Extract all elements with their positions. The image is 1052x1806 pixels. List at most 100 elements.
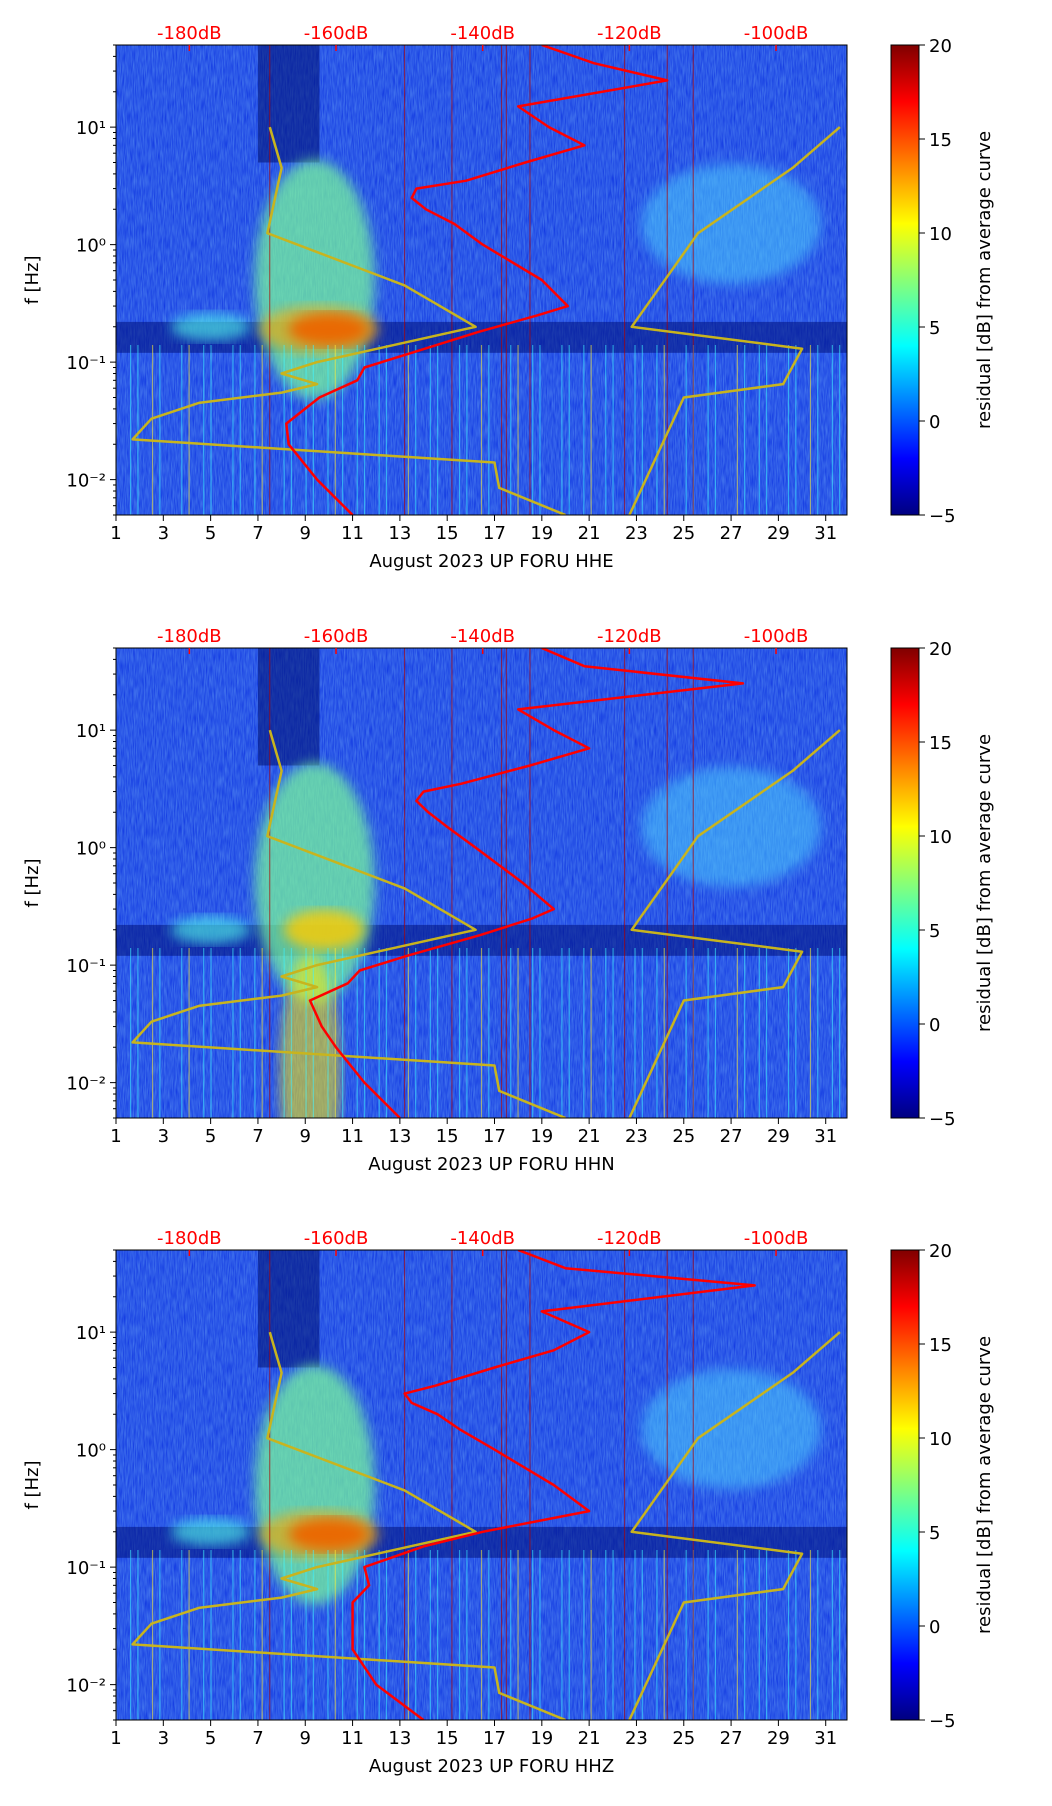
x-tick-label: 5 xyxy=(205,1728,216,1749)
top-axis-db-label: -140dB xyxy=(450,1228,515,1249)
x-tick-label: 29 xyxy=(767,523,790,544)
colorbar: 20 15 10 5 0 −5 residual [dB] from average cur… xyxy=(890,36,995,527)
x-tick-label: 17 xyxy=(483,523,506,544)
x-tick-label: 21 xyxy=(578,1728,601,1749)
top-axis-db-label: -160dB xyxy=(304,23,369,44)
x-tick-label: 27 xyxy=(720,1728,743,1749)
colorbar-tick-label: 15 xyxy=(929,733,952,754)
colorbar-label: residual [dB] from average curve xyxy=(974,734,995,1032)
colorbar-tick-label: 0 xyxy=(929,1015,940,1036)
top-axis-db-label: -140dB xyxy=(450,23,515,44)
psd-curve-line xyxy=(285,45,669,515)
top-axis-db-label: -100dB xyxy=(744,23,809,44)
colorbar-tick-label: 10 xyxy=(929,224,952,245)
x-tick-label: 13 xyxy=(388,523,411,544)
x-tick-label: 9 xyxy=(300,523,311,544)
colorbar-tick-label: 5 xyxy=(929,1523,940,1544)
colorbar-tick-label: −5 xyxy=(929,506,956,527)
x-tick-label: 23 xyxy=(625,523,648,544)
x-tick-label: 7 xyxy=(252,523,263,544)
heatmap-dark-band xyxy=(257,45,320,163)
high-noise-model-line xyxy=(628,126,841,515)
colorbar-label: residual [dB] from average curve xyxy=(974,1336,995,1634)
y-axis-label: f [Hz] xyxy=(22,255,43,304)
x-tick-label: 5 xyxy=(205,523,216,544)
x-axis-label: August 2023 UP FORU HHN xyxy=(368,1154,614,1175)
y-axis-label: f [Hz] xyxy=(22,1460,43,1509)
x-tick-label: 19 xyxy=(530,523,553,544)
top-axis-db-label: -120dB xyxy=(597,626,662,647)
colorbar-tick-label: 20 xyxy=(929,1241,952,1262)
psd-curve-line xyxy=(308,648,745,1118)
top-axis-db-label: -120dB xyxy=(597,1228,662,1249)
x-tick-label: 15 xyxy=(436,523,459,544)
x-tick-label: 19 xyxy=(530,1126,553,1147)
x-tick-label: 21 xyxy=(578,523,601,544)
psd-curve-line xyxy=(351,1250,756,1720)
high-noise-model-line xyxy=(628,729,841,1118)
y-tick-label: 10⁰ xyxy=(76,1441,106,1462)
y-tick-label: 10¹ xyxy=(76,721,106,742)
colorbar-tick-label: 0 xyxy=(929,1617,940,1638)
heatmap-hotspot xyxy=(641,163,822,284)
heatmap-hotspot xyxy=(170,1517,251,1546)
x-tick-label: 5 xyxy=(205,1126,216,1147)
colorbar-tick-label: 0 xyxy=(929,412,940,433)
y-tick-label: 10⁰ xyxy=(76,236,106,257)
colorbar-tick-label: 15 xyxy=(929,1335,952,1356)
x-tick-label: 13 xyxy=(388,1126,411,1147)
y-tick-label: 10⁻² xyxy=(66,1676,106,1697)
heatmap-hotspot xyxy=(170,915,251,944)
x-tick-label: 23 xyxy=(625,1126,648,1147)
x-tick-label: 31 xyxy=(814,1126,837,1147)
top-axis-db-label: -180dB xyxy=(157,23,222,44)
heatmap-hotspot xyxy=(641,1368,822,1489)
colorbar-tick-label: 15 xyxy=(929,130,952,151)
x-tick-label: 29 xyxy=(767,1126,790,1147)
heatmap-hotspot xyxy=(259,1510,380,1559)
x-tick-label: 1 xyxy=(110,1126,121,1147)
y-tick-label: 10⁻¹ xyxy=(66,353,106,374)
top-axis-db-label: -100dB xyxy=(744,626,809,647)
colorbar-tick-label: −5 xyxy=(929,1711,956,1732)
low-noise-model-line xyxy=(131,126,566,515)
colorbar-tick-label: 5 xyxy=(929,921,940,942)
y-tick-label: 10⁻² xyxy=(66,1074,106,1095)
colorbar-tick-label: 20 xyxy=(929,36,952,57)
top-axis-db-label: -180dB xyxy=(157,1228,222,1249)
y-tick-label: 10¹ xyxy=(76,1323,106,1344)
x-tick-label: 15 xyxy=(436,1728,459,1749)
x-tick-label: 27 xyxy=(720,1126,743,1147)
top-axis-db-label: -160dB xyxy=(304,626,369,647)
colorbar-gradient xyxy=(890,44,920,516)
x-tick-label: 19 xyxy=(530,1728,553,1749)
x-tick-label: 1 xyxy=(110,1728,121,1749)
x-tick-label: 15 xyxy=(436,1126,459,1147)
low-noise-model-line xyxy=(131,729,566,1118)
y-tick-label: 10⁰ xyxy=(76,839,106,860)
heatmap-hotspot xyxy=(259,305,380,354)
top-axis-db-label: -100dB xyxy=(744,1228,809,1249)
colorbar: 20 15 10 5 0 −5 residual [dB] from average cur… xyxy=(890,1241,995,1732)
x-tick-label: 25 xyxy=(672,523,695,544)
heatmap-hotspot xyxy=(641,766,822,887)
high-noise-model-line xyxy=(628,1331,841,1720)
colorbar-tick-label: 10 xyxy=(929,827,952,848)
heatmap xyxy=(116,648,847,1118)
top-axis-db-label: -140dB xyxy=(450,626,515,647)
heatmap-hotspot xyxy=(284,909,365,950)
x-tick-label: 31 xyxy=(814,1728,837,1749)
colorbar-label: residual [dB] from average curve xyxy=(974,131,995,429)
x-tick-label: 27 xyxy=(720,523,743,544)
y-tick-label: 10¹ xyxy=(76,118,106,139)
heatmap-hotspot xyxy=(170,312,251,341)
x-axis-label: August 2023 UP FORU HHE xyxy=(369,551,613,572)
x-tick-label: 11 xyxy=(341,523,364,544)
heatmap xyxy=(116,1250,847,1720)
low-noise-model-line xyxy=(131,1331,566,1720)
x-axis-label: August 2023 UP FORU HHZ xyxy=(369,1756,614,1777)
y-tick-label: 10⁻¹ xyxy=(66,1558,106,1579)
